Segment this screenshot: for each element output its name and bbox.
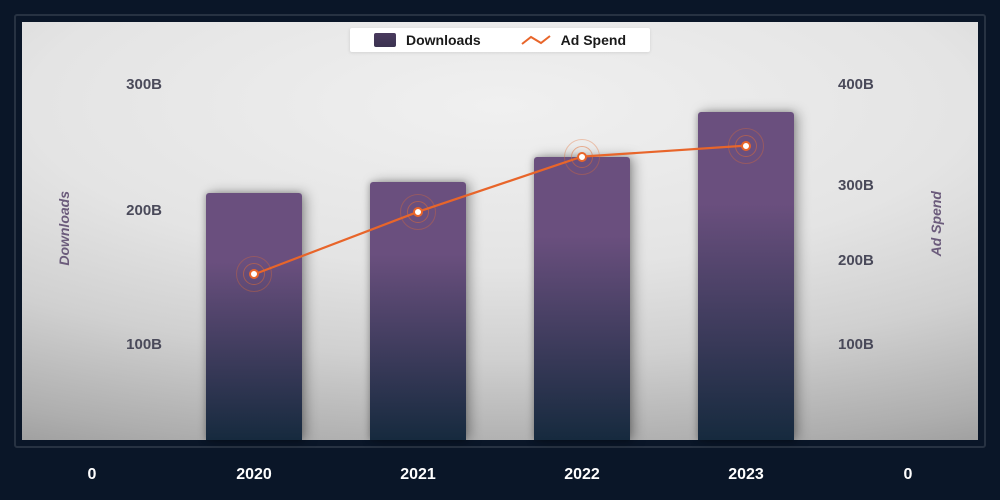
ytick-right: 100B (838, 336, 898, 353)
ytick-left: 100B (102, 336, 162, 353)
ytick-right: 400B (838, 76, 898, 93)
xtick: 2023 (728, 466, 764, 484)
bar (370, 182, 465, 440)
legend-label-downloads: Downloads (406, 32, 481, 48)
legend-item-downloads: Downloads (374, 32, 481, 48)
legend-label-adspend: Ad Spend (561, 32, 626, 48)
legend-swatch-bar (374, 33, 396, 47)
legend-line-icon (521, 33, 551, 47)
xtick: 2022 (564, 466, 600, 484)
bar (698, 112, 793, 440)
bar (534, 157, 629, 440)
chart-plot-background: Downloads Ad Spend Downloads Ad Spend 30… (22, 22, 978, 440)
ytick-left: 200B (102, 202, 162, 219)
chart-container: Downloads Ad Spend Downloads Ad Spend 30… (0, 0, 1000, 500)
xtick-zero-left: 0 (88, 466, 97, 484)
xtick: 2020 (236, 466, 272, 484)
ytick-right: 300B (838, 177, 898, 194)
legend-item-adspend: Ad Spend (521, 32, 626, 48)
x-axis-strip: 0 2020 2021 2022 2023 0 (0, 448, 1000, 500)
chart-legend: Downloads Ad Spend (350, 28, 650, 52)
y-axis-title-right: Ad Spend (928, 191, 944, 256)
ytick-right: 200B (838, 252, 898, 269)
y-axis-title-left: Downloads (56, 191, 72, 266)
plot-area (172, 72, 828, 440)
bar (206, 193, 301, 440)
xtick: 2021 (400, 466, 436, 484)
xtick-zero-right: 0 (904, 466, 913, 484)
chart-frame: Downloads Ad Spend Downloads Ad Spend 30… (14, 14, 986, 448)
ytick-left: 300B (102, 76, 162, 93)
